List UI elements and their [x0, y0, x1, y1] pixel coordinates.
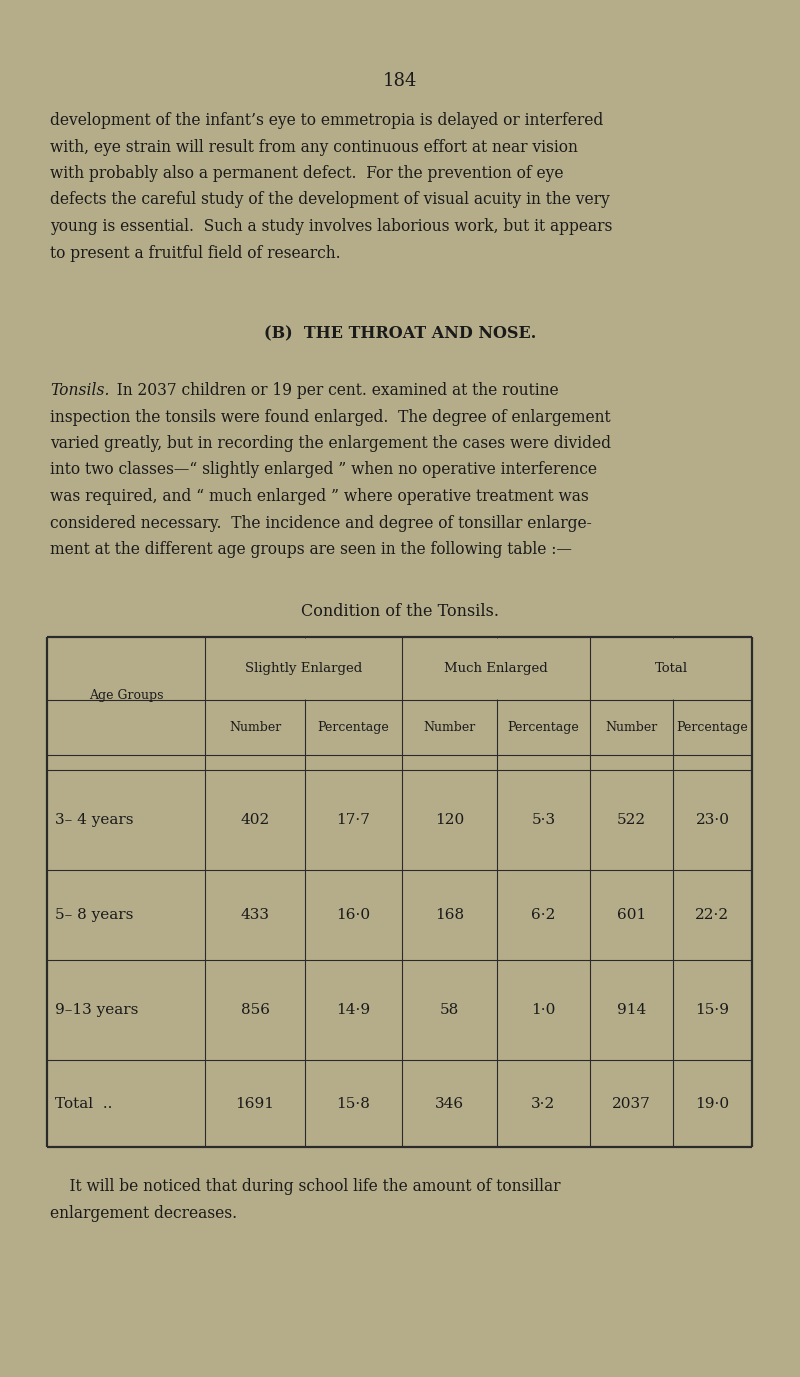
Text: 2037: 2037	[612, 1096, 651, 1110]
Text: Number: Number	[229, 722, 281, 734]
Text: Condition of the Tonsils.: Condition of the Tonsils.	[301, 603, 499, 620]
Text: Total  ..: Total ..	[55, 1096, 112, 1110]
Text: 522: 522	[617, 812, 646, 828]
Text: 5– 8 years: 5– 8 years	[55, 907, 134, 923]
Text: 22·2: 22·2	[695, 907, 730, 923]
Text: considered necessary.  The incidence and degree of tonsillar enlarge-: considered necessary. The incidence and …	[50, 515, 592, 532]
Text: 856: 856	[241, 1002, 270, 1018]
Text: varied greatly, but in recording the enlargement the cases were divided: varied greatly, but in recording the enl…	[50, 435, 611, 452]
Text: 120: 120	[435, 812, 464, 828]
Text: Number: Number	[606, 722, 658, 734]
Text: 19·0: 19·0	[695, 1096, 730, 1110]
Text: 17·7: 17·7	[337, 812, 370, 828]
Text: 3– 4 years: 3– 4 years	[55, 812, 134, 828]
Text: 346: 346	[435, 1096, 464, 1110]
Text: Tonsils.: Tonsils.	[50, 381, 110, 399]
Text: 23·0: 23·0	[695, 812, 730, 828]
Text: inspection the tonsils were found enlarged.  The degree of enlargement: inspection the tonsils were found enlarg…	[50, 409, 610, 425]
Text: Age Groups: Age Groups	[89, 690, 163, 702]
Text: 15·8: 15·8	[337, 1096, 370, 1110]
Text: 6·2: 6·2	[531, 907, 556, 923]
Text: 184: 184	[383, 72, 417, 90]
Text: 14·9: 14·9	[337, 1002, 370, 1018]
Text: (B)  THE THROAT AND NOSE.: (B) THE THROAT AND NOSE.	[264, 325, 536, 341]
Text: ment at the different age groups are seen in the following table :—: ment at the different age groups are see…	[50, 541, 572, 558]
Text: 1691: 1691	[235, 1096, 274, 1110]
Text: into two classes—“ slightly enlarged ” when no operative interference: into two classes—“ slightly enlarged ” w…	[50, 461, 597, 478]
Text: Percentage: Percentage	[508, 722, 579, 734]
Text: with probably also a permanent defect.  For the prevention of eye: with probably also a permanent defect. F…	[50, 165, 563, 182]
Text: 1·0: 1·0	[531, 1002, 556, 1018]
Text: 601: 601	[617, 907, 646, 923]
Text: 914: 914	[617, 1002, 646, 1018]
Text: 433: 433	[241, 907, 270, 923]
Text: 9–13 years: 9–13 years	[55, 1002, 138, 1018]
Text: 58: 58	[440, 1002, 459, 1018]
Text: was required, and “ much enlarged ” where operative treatment was: was required, and “ much enlarged ” wher…	[50, 487, 589, 505]
Text: Slightly Enlarged: Slightly Enlarged	[245, 662, 362, 675]
Text: Percentage: Percentage	[677, 722, 748, 734]
Text: defects the careful study of the development of visual acuity in the very: defects the careful study of the develop…	[50, 191, 610, 208]
Text: 15·9: 15·9	[695, 1002, 730, 1018]
Text: development of the infant’s eye to emmetropia is delayed or interfered: development of the infant’s eye to emmet…	[50, 112, 603, 129]
Text: 5·3: 5·3	[531, 812, 555, 828]
Text: with, eye strain will result from any continuous effort at near vision: with, eye strain will result from any co…	[50, 139, 578, 156]
Text: In 2037 children or 19 per cent. examined at the routine: In 2037 children or 19 per cent. examine…	[107, 381, 558, 399]
Text: enlargement decreases.: enlargement decreases.	[50, 1205, 237, 1221]
Text: to present a fruitful field of research.: to present a fruitful field of research.	[50, 245, 341, 262]
Text: 168: 168	[435, 907, 464, 923]
Text: 3·2: 3·2	[531, 1096, 556, 1110]
Text: Much Enlarged: Much Enlarged	[444, 662, 548, 675]
Text: Total: Total	[654, 662, 687, 675]
Text: 16·0: 16·0	[337, 907, 370, 923]
Text: Number: Number	[423, 722, 476, 734]
Text: It will be noticed that during school life the amount of tonsillar: It will be noticed that during school li…	[50, 1177, 561, 1195]
Text: 402: 402	[240, 812, 270, 828]
Text: young is essential.  Such a study involves laborious work, but it appears: young is essential. Such a study involve…	[50, 218, 612, 235]
Text: Percentage: Percentage	[318, 722, 390, 734]
